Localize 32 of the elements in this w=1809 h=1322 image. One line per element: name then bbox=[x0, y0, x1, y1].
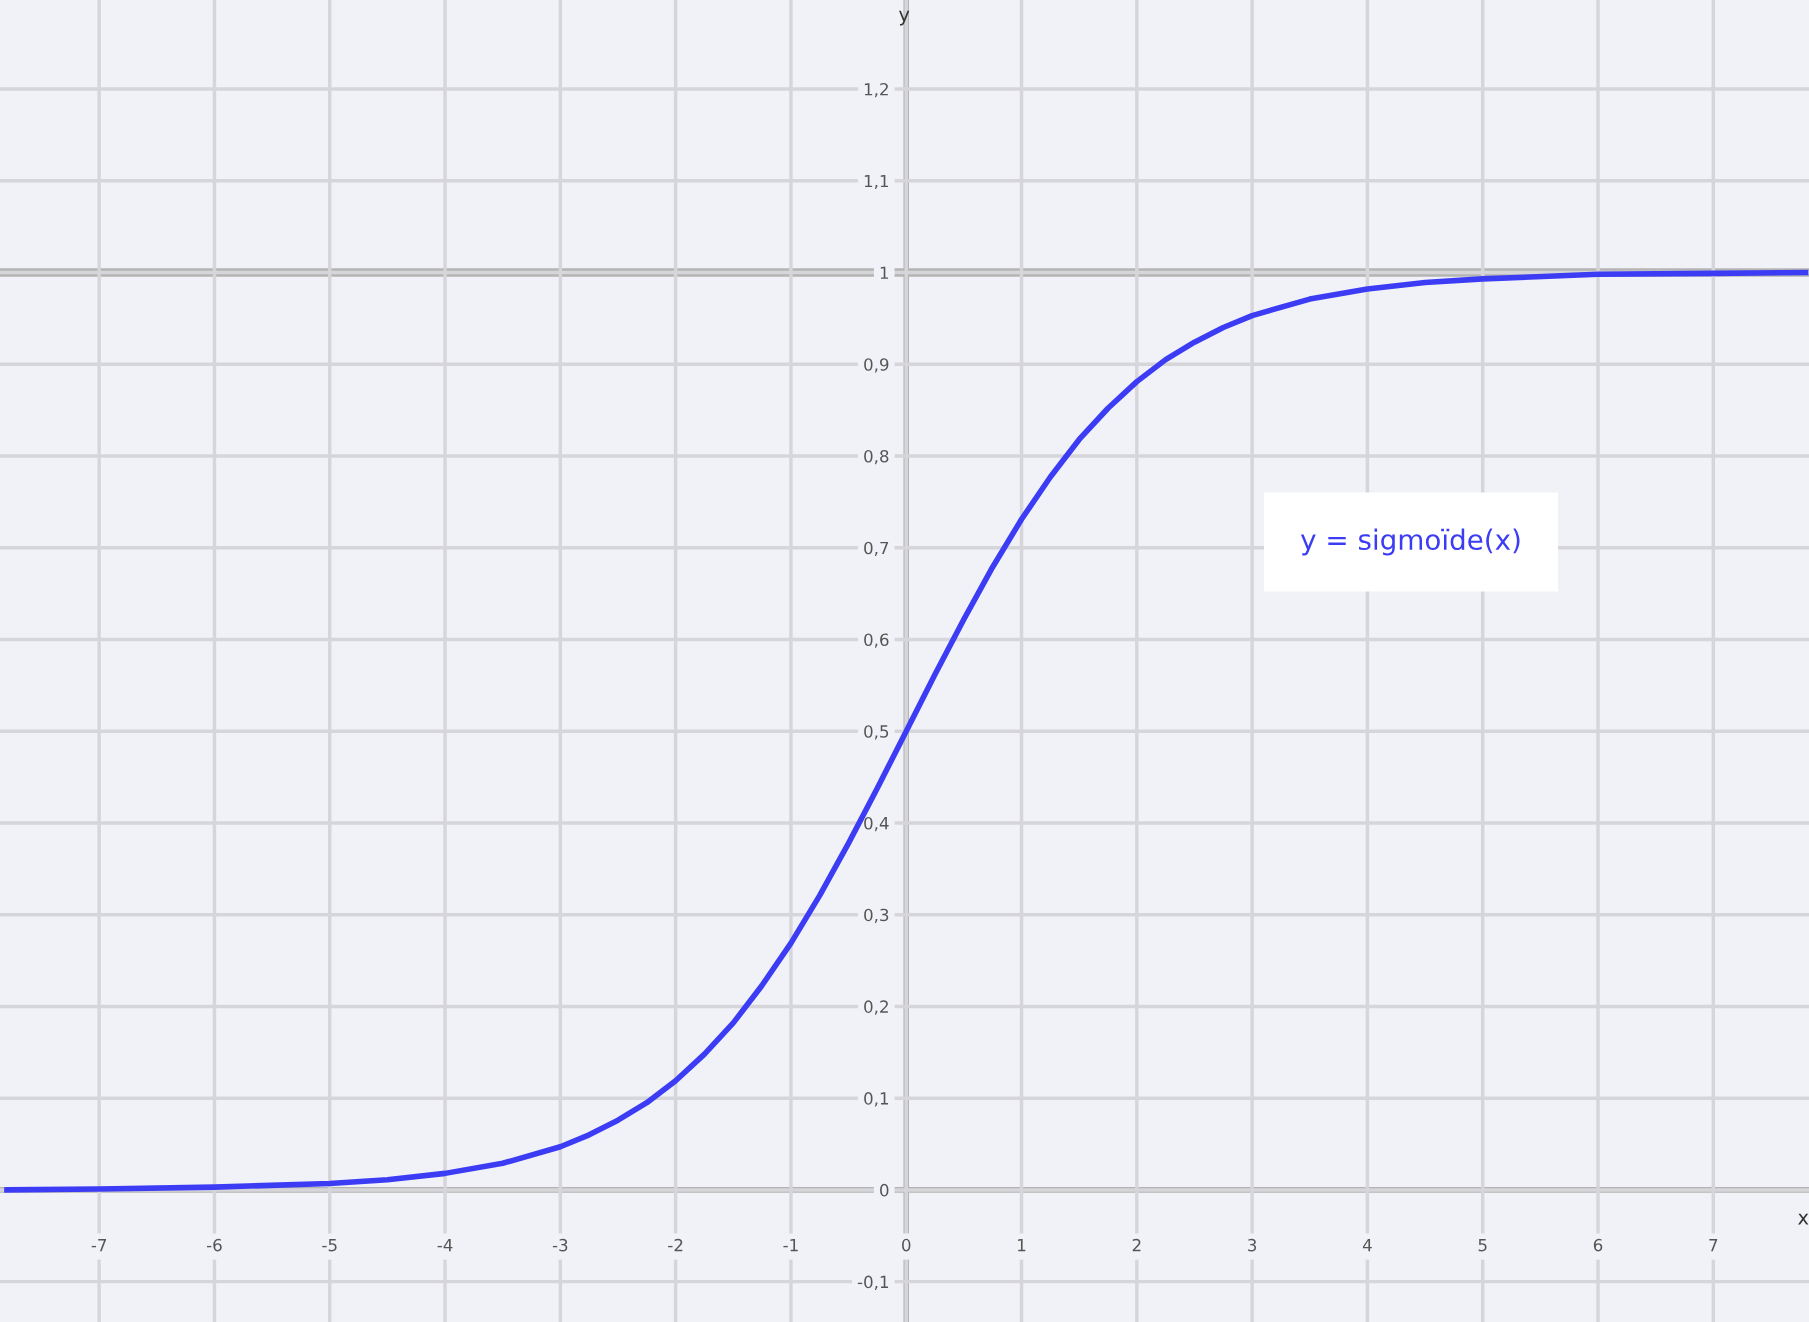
y-tick-label: 1,2 bbox=[864, 82, 888, 98]
x-tick-label: -7 bbox=[91, 1239, 107, 1252]
y-axis-title: y bbox=[899, 10, 910, 26]
y-tick-label: 0,6 bbox=[864, 633, 889, 648]
y-tick-label: 0,9 bbox=[864, 358, 889, 373]
x-tick-label: 6 bbox=[1593, 1238, 1603, 1252]
y-tick-label: 0,1 bbox=[864, 1092, 889, 1107]
x-tick-label: -4 bbox=[437, 1239, 453, 1252]
x-tick-label: -3 bbox=[552, 1238, 568, 1252]
x-tick-label: 3 bbox=[1248, 1238, 1257, 1252]
x-tick-label: -5 bbox=[322, 1239, 337, 1252]
y-tick-label: 0,8 bbox=[864, 449, 889, 465]
x-axis-title: x bbox=[1798, 1213, 1809, 1225]
x-tick-label: -1 bbox=[783, 1239, 798, 1252]
y-tick-label: -0,1 bbox=[857, 1275, 889, 1290]
y-tick-label: 0 bbox=[880, 1183, 889, 1197]
x-tick-label: 0 bbox=[902, 1238, 911, 1252]
x-tick-label: 2 bbox=[1132, 1238, 1141, 1252]
x-tick-label: 1 bbox=[1018, 1239, 1026, 1252]
x-tick-label: -6 bbox=[206, 1238, 222, 1252]
y-tick-label: 1,1 bbox=[864, 174, 889, 189]
y-tick-label: 0,7 bbox=[864, 541, 889, 556]
y-tick-label: 0,5 bbox=[864, 725, 889, 740]
annotation: y = sigmoïde(x) bbox=[1300, 528, 1520, 556]
y-tick-label: 0,3 bbox=[864, 908, 889, 923]
x-tick-label: 5 bbox=[1478, 1239, 1487, 1252]
x-tick-label: 4 bbox=[1362, 1239, 1372, 1252]
y-tick-label: 0,4 bbox=[864, 816, 889, 832]
y-tick-label: 1 bbox=[880, 266, 889, 279]
y-tick-label: 0,2 bbox=[864, 1000, 888, 1015]
x-tick-label: 7 bbox=[1709, 1239, 1718, 1252]
x-tick-label: -2 bbox=[668, 1238, 683, 1252]
